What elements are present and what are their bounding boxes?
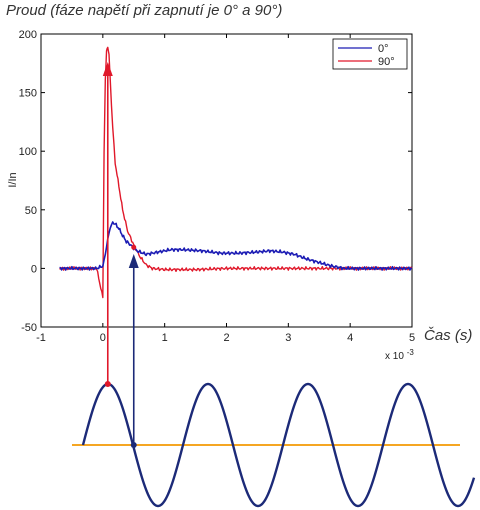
y-tick-label: -50 — [21, 322, 37, 334]
voltage-sine-wave — [81, 382, 476, 508]
x-axis-label: Čas (s) — [424, 327, 472, 344]
plot-area — [40, 33, 413, 328]
x-tick-label: 4 — [347, 332, 353, 344]
x-tick-label: 5 — [409, 332, 415, 344]
y-tick-label: 0 — [31, 263, 37, 275]
phase-90-arrow-head — [102, 62, 113, 76]
legend-label: 0° — [378, 43, 389, 55]
x-axis-multiplier: x 10 -3 — [385, 348, 414, 362]
x-axis-multiplier-exponent: -3 — [407, 348, 415, 357]
intersection-marker — [131, 244, 137, 250]
phase-0-arrow-head — [128, 254, 139, 268]
series-line-phase-0 — [59, 221, 413, 271]
x-tick-label: 2 — [223, 332, 229, 344]
y-tick-label: 50 — [25, 205, 37, 217]
y-axis-label: I/In — [7, 172, 19, 187]
phase-90-marker — [104, 381, 111, 387]
x-tick-label: -1 — [36, 332, 46, 344]
x-axis-multiplier-base: x 10 — [385, 351, 404, 362]
phase-0-marker — [130, 442, 137, 448]
series-line-phase-90 — [59, 46, 413, 299]
x-tick-label: 1 — [162, 332, 168, 344]
chart-title: Proud (fáze napětí při zapnutí je 0° a 9… — [6, 2, 283, 19]
x-tick-label: 0 — [100, 332, 106, 344]
y-tick-label: 150 — [19, 88, 37, 100]
x-tick-label: 3 — [285, 332, 291, 344]
legend-label: 90° — [378, 56, 395, 68]
legend-box — [332, 38, 408, 70]
y-tick-label: 100 — [19, 146, 37, 158]
y-tick-label: 200 — [19, 29, 37, 41]
